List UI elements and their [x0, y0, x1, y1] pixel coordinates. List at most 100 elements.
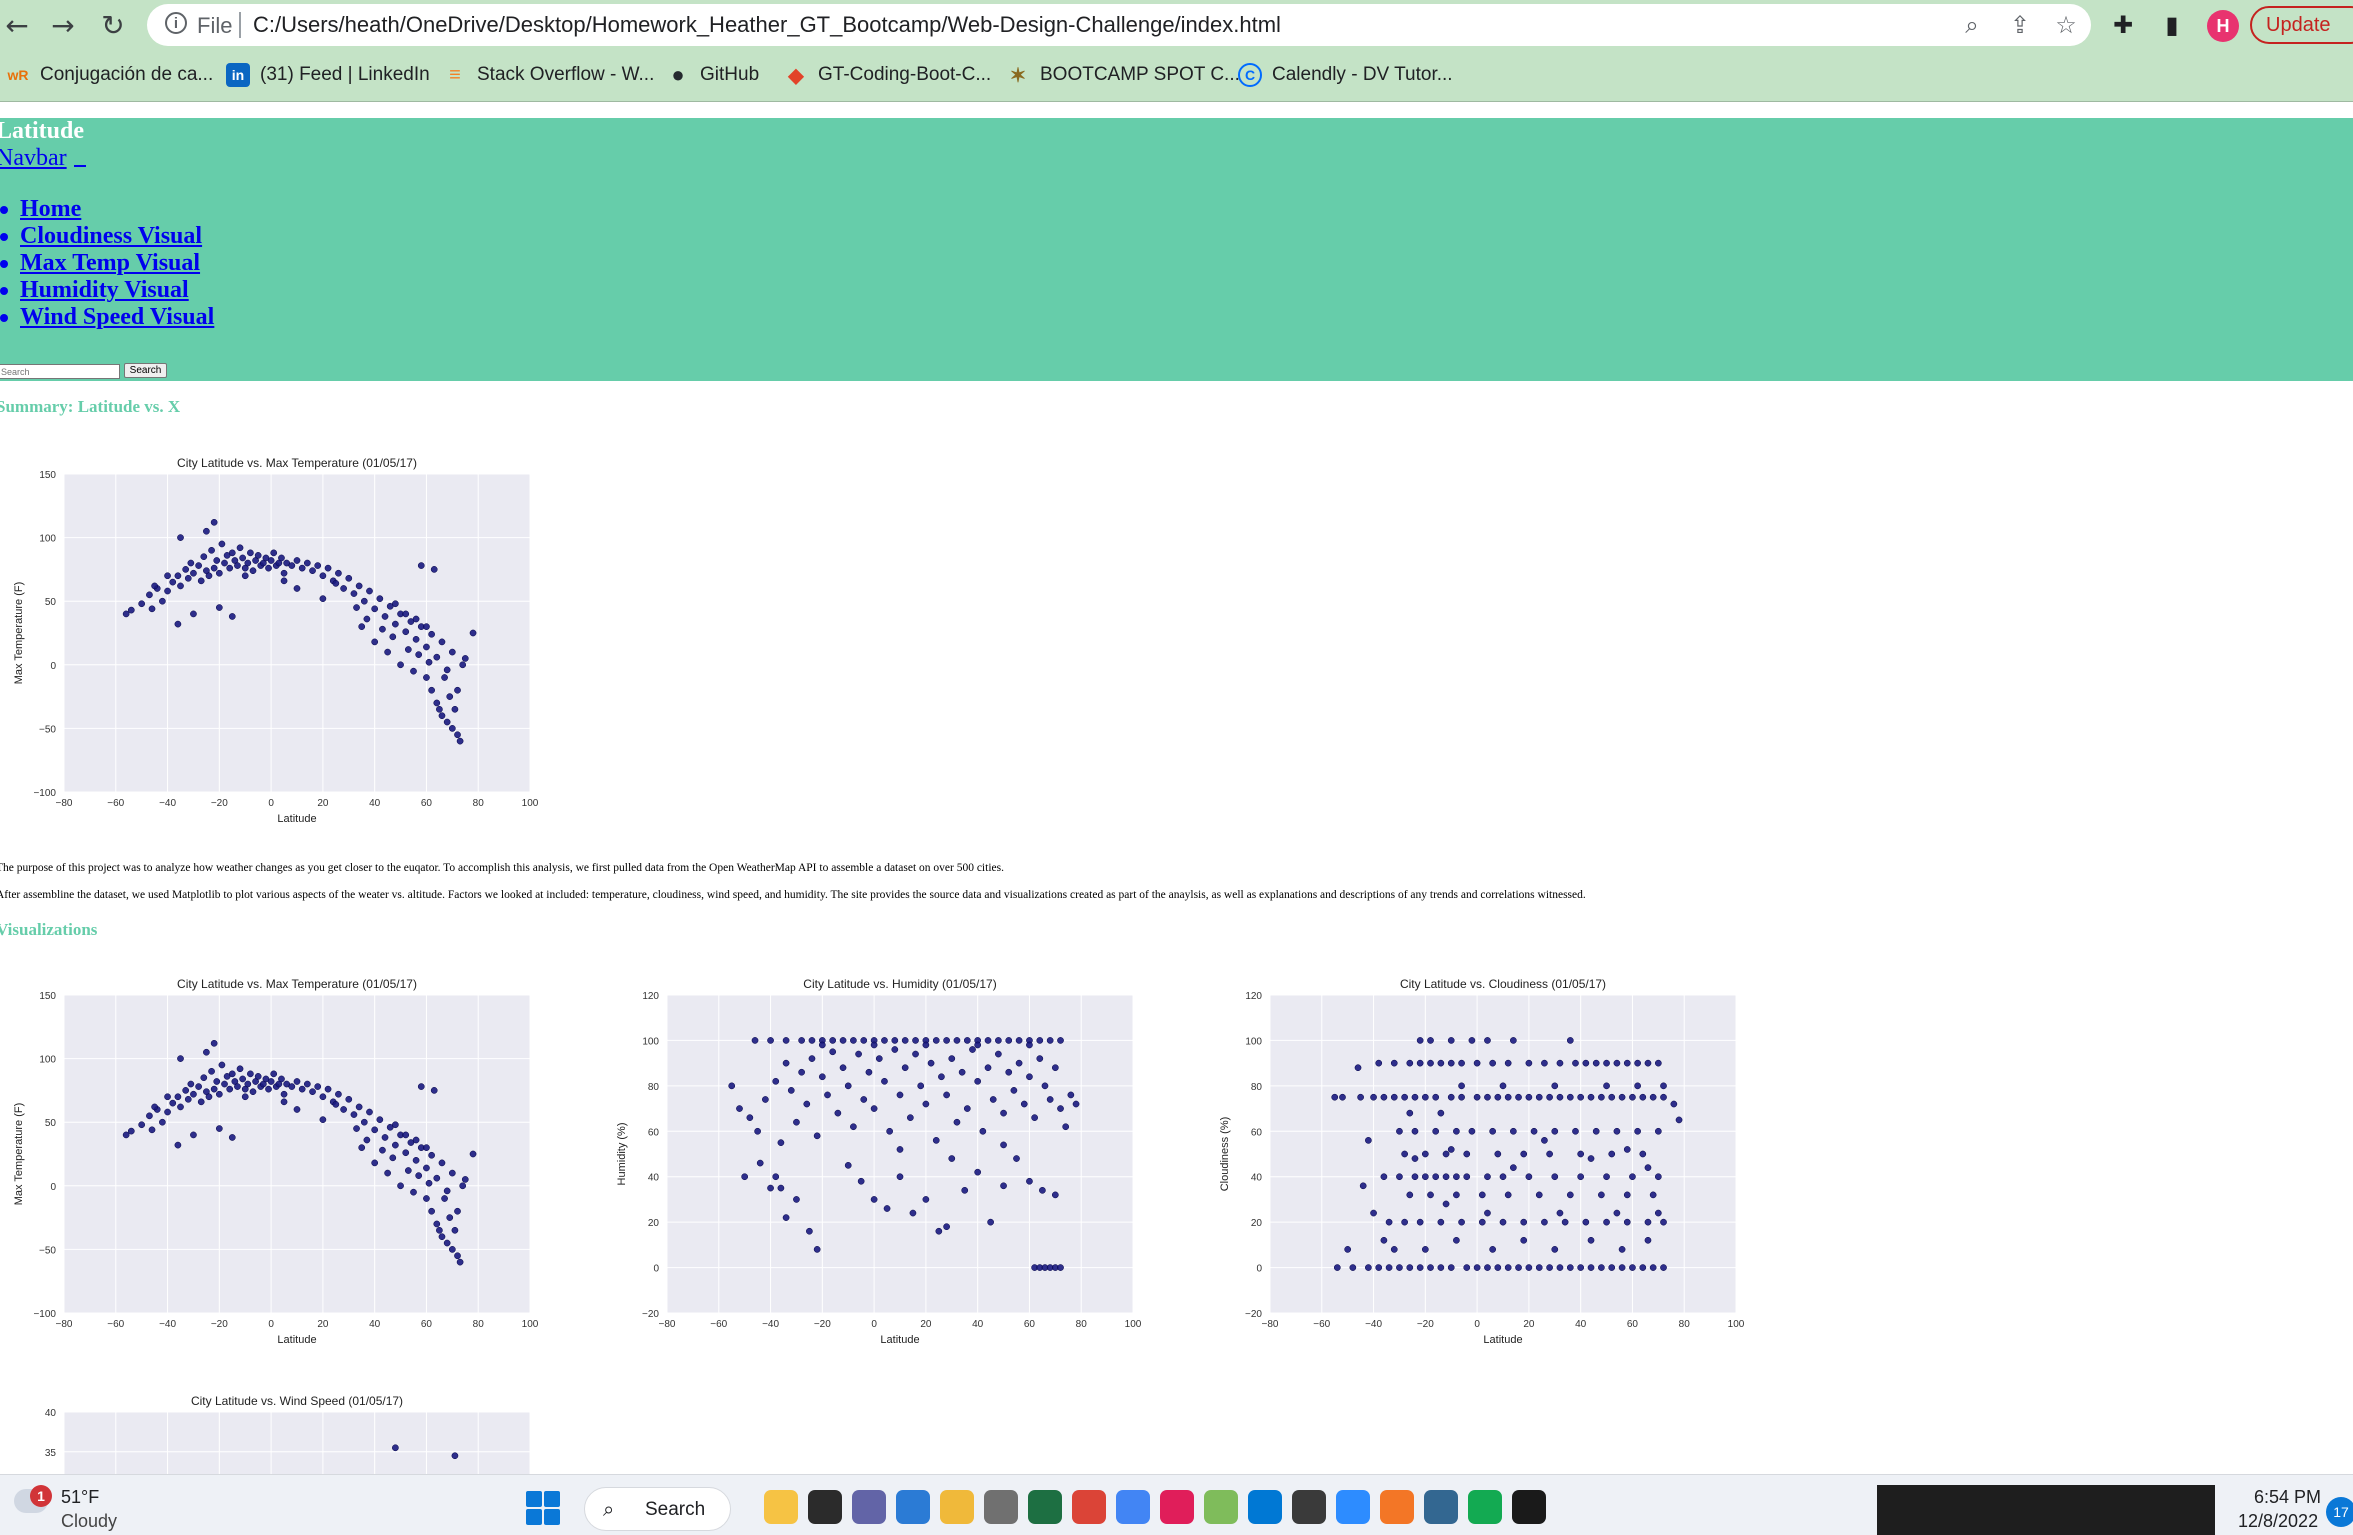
command-prompt-icon[interactable]	[1512, 1490, 1546, 1524]
cloudiness-scatter-chart[interactable]: City Latitude vs. Cloudiness (01/05/17) −…	[1206, 973, 1746, 1353]
visualizations-heading: Visualizations	[0, 920, 98, 939]
update-button[interactable]: Update	[2250, 6, 2353, 44]
microsoft-store-icon[interactable]	[896, 1490, 930, 1524]
data-point	[808, 1055, 816, 1062]
folder-icon[interactable]	[940, 1490, 974, 1524]
nav-item-wind-speed: Wind Speed Visual	[0, 304, 214, 331]
x-axis-label: Latitude	[1483, 1334, 1522, 1346]
nav-link-cloudiness[interactable]: Cloudiness Visual	[20, 223, 203, 249]
nav-link-wind-speed[interactable]: Wind Speed Visual	[20, 304, 215, 330]
back-button[interactable]: ←	[5, 8, 29, 42]
data-point	[1484, 1037, 1491, 1044]
data-point	[1031, 1114, 1038, 1122]
task-view-icon[interactable]	[808, 1490, 842, 1524]
nav-link-max-temp[interactable]: Max Temp Visual	[20, 250, 201, 276]
data-point	[979, 1127, 987, 1135]
data-point	[228, 1134, 236, 1141]
data-point	[1556, 1059, 1564, 1067]
data-point	[433, 1220, 441, 1228]
git-kraken-icon[interactable]	[1204, 1490, 1238, 1524]
chrome-icon[interactable]	[1072, 1490, 1106, 1524]
wind-speed-scatter-chart[interactable]: City Latitude vs. Wind Speed (01/05/17) 3…	[0, 1390, 540, 1474]
side-panel-icon[interactable]: ▮	[2165, 11, 2179, 39]
url-text[interactable]: C:/Users/heath/OneDrive/Desktop/Homework…	[253, 12, 1281, 37]
settings-icon[interactable]	[984, 1490, 1018, 1524]
y-tick-label: 40	[45, 1408, 57, 1419]
start-button[interactable]	[526, 1491, 560, 1525]
jupyter-icon[interactable]	[1380, 1490, 1414, 1524]
temp-scatter-chart[interactable]: City Latitude vs. Max Temperature (01/05…	[0, 973, 540, 1353]
data-point	[448, 648, 456, 656]
data-point	[1566, 1093, 1574, 1101]
excel-icon[interactable]	[1028, 1490, 1062, 1524]
mongodb-icon[interactable]	[1468, 1490, 1502, 1524]
data-point	[254, 552, 262, 559]
vscode-icon[interactable]	[1248, 1490, 1282, 1524]
reload-button[interactable]: ↻	[101, 8, 125, 42]
clock-date[interactable]: 12/8/2022	[2238, 1511, 2319, 1531]
extensions-icon[interactable]: ✚	[2112, 11, 2134, 39]
data-point	[1396, 1264, 1403, 1271]
zoom-icon[interactable]	[1336, 1490, 1370, 1524]
terminal-icon[interactable]	[1292, 1490, 1326, 1524]
nav-link-humidity[interactable]: Humidity Visual	[20, 277, 189, 303]
address-bar[interactable]: i File C:/Users/heath/OneDrive/Desktop/H…	[147, 4, 2091, 46]
data-point	[1057, 1264, 1064, 1271]
profile-avatar[interactable]: H	[2207, 10, 2239, 42]
data-point	[438, 1233, 446, 1241]
notification-badge[interactable]: 17	[2326, 1497, 2353, 1527]
bookmark-bootcampspot[interactable]: ✶ BOOTCAMP SPOT C...	[1006, 60, 1240, 90]
data-point	[319, 595, 327, 603]
data-point	[1572, 1127, 1579, 1135]
data-point	[423, 643, 430, 651]
y-tick-label: 80	[1251, 1082, 1263, 1093]
chrome-profile-icon[interactable]	[1116, 1490, 1150, 1524]
bookmark-github[interactable]: ● GitHub	[666, 60, 759, 90]
data-point	[1463, 1173, 1471, 1181]
y-tick-label: −50	[39, 724, 56, 735]
taskbar-running-window[interactable]	[1877, 1485, 2215, 1535]
data-point	[1484, 1264, 1491, 1271]
data-point	[803, 1100, 811, 1108]
teams-chat-icon[interactable]	[852, 1490, 886, 1524]
taskbar-search[interactable]: ⌕ Search	[584, 1487, 731, 1531]
bookmark-conjugacion[interactable]: wR Conjugación de ca...	[6, 60, 214, 90]
file-explorer-icon[interactable]	[764, 1490, 798, 1524]
postgres-icon[interactable]	[1424, 1490, 1458, 1524]
search-input[interactable]	[0, 364, 120, 379]
zoom-icon[interactable]: ⌕	[1965, 11, 1979, 39]
navbar-link[interactable]: Navbar	[0, 145, 67, 171]
info-icon[interactable]: i	[165, 12, 187, 34]
bookmark-calendly[interactable]: C Calendly - DV Tutor...	[1238, 60, 1453, 90]
share-icon[interactable]: ⇪	[2009, 11, 2031, 39]
data-point	[1458, 1218, 1465, 1226]
data-point	[151, 582, 158, 590]
clock-time[interactable]: 6:54 PM	[2254, 1487, 2322, 1507]
nav-link-home[interactable]: Home	[20, 196, 82, 222]
y-tick-label: 150	[39, 991, 56, 1002]
data-point	[164, 587, 171, 595]
humidity-scatter-chart[interactable]: City Latitude vs. Humidity (01/05/17) −80…	[603, 973, 1143, 1353]
data-point	[1535, 1191, 1543, 1199]
data-point	[1587, 1236, 1595, 1244]
data-point	[195, 1083, 202, 1090]
y-axis-label: Max Temperature (F)	[13, 582, 25, 685]
forward-button[interactable]: →	[51, 8, 75, 42]
y-axis-label: Humidity (%)	[616, 1123, 628, 1186]
data-point	[1541, 1137, 1548, 1144]
navbar-brand[interactable]: Latitude	[0, 118, 85, 144]
data-point	[177, 1103, 184, 1111]
bookmark-linkedin[interactable]: in (31) Feed | LinkedIn	[226, 60, 430, 90]
bookmark-star-icon[interactable]: ☆	[2055, 11, 2077, 39]
data-point	[280, 577, 288, 585]
bookmark-gitlab[interactable]: ◆ GT-Coding-Boot-C...	[784, 60, 991, 90]
weather-alert-badge[interactable]: 1	[30, 1485, 52, 1507]
weather-temperature[interactable]: 51°F	[61, 1487, 100, 1507]
weather-description[interactable]: Cloudy	[61, 1511, 118, 1531]
search-button[interactable]: Search	[124, 363, 167, 378]
data-point	[412, 615, 420, 623]
navbar-toggle[interactable]	[74, 145, 86, 167]
bookmark-stackoverflow[interactable]: ≡ Stack Overflow - W...	[443, 60, 654, 90]
data-point	[1535, 1264, 1543, 1271]
slack-icon[interactable]	[1160, 1490, 1194, 1524]
